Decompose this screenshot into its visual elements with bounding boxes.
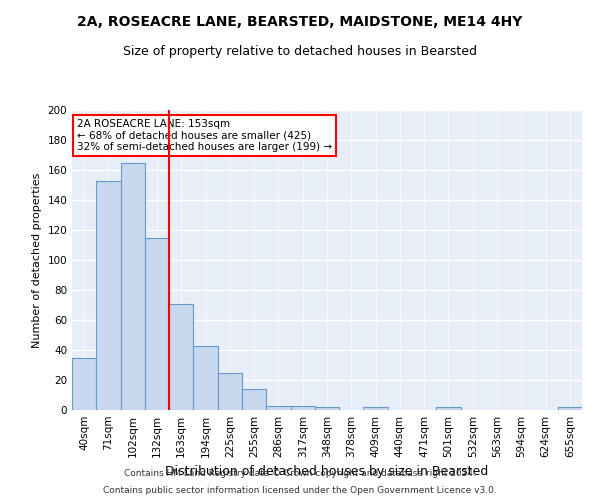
Bar	[242, 389, 266, 410]
Y-axis label: Number of detached properties: Number of detached properties	[32, 172, 42, 348]
Text: 2A, ROSEACRE LANE, BEARSTED, MAIDSTONE, ME14 4HY: 2A, ROSEACRE LANE, BEARSTED, MAIDSTONE, …	[77, 15, 523, 29]
Text: Contains HM Land Registry data © Crown copyright and database right 2024.: Contains HM Land Registry data © Crown c…	[124, 468, 476, 477]
Text: Size of property relative to detached houses in Bearsted: Size of property relative to detached ho…	[123, 45, 477, 58]
Bar	[266, 406, 290, 410]
Text: 2A ROSEACRE LANE: 153sqm
← 68% of detached houses are smaller (425)
32% of semi-: 2A ROSEACRE LANE: 153sqm ← 68% of detach…	[77, 119, 332, 152]
Text: Contains public sector information licensed under the Open Government Licence v3: Contains public sector information licen…	[103, 486, 497, 495]
Bar	[436, 407, 461, 410]
Bar	[169, 304, 193, 410]
Bar	[315, 407, 339, 410]
Bar	[145, 238, 169, 410]
Bar	[558, 407, 582, 410]
Bar	[96, 180, 121, 410]
Bar	[121, 162, 145, 410]
Bar	[193, 346, 218, 410]
Bar	[364, 407, 388, 410]
Bar	[290, 406, 315, 410]
X-axis label: Distribution of detached houses by size in Bearsted: Distribution of detached houses by size …	[166, 466, 488, 478]
Bar	[218, 372, 242, 410]
Bar	[72, 358, 96, 410]
